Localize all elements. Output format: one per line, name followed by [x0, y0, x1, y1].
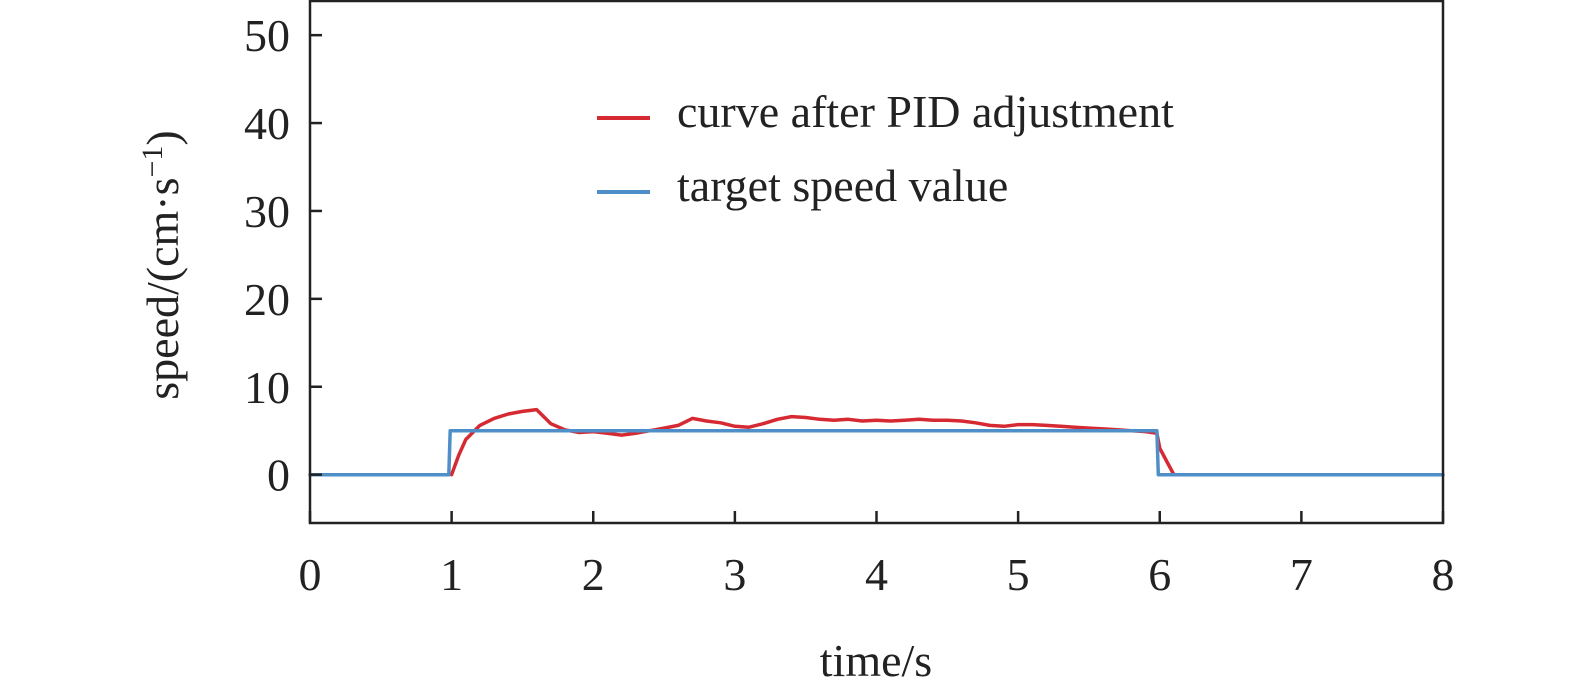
plot-frame	[308, 0, 1445, 525]
y-tick-label: 10	[244, 362, 290, 413]
plot-layer	[308, 407, 1445, 477]
x-tick-label: 6	[1148, 549, 1171, 600]
y-tick-label: 20	[244, 274, 290, 325]
legend-label-target-speed: target speed value	[677, 160, 1008, 211]
x-tick-label: 8	[1432, 549, 1455, 600]
y-tick-label: 40	[244, 98, 290, 149]
y-axis-label-close: )	[137, 130, 188, 145]
x-tick-label: 5	[1007, 549, 1030, 600]
axes-layer: 0 1 2 3 4 5 6 7 8 0 10 20 30 40 50	[244, 0, 1455, 600]
series-line-pid-curve	[449, 407, 1176, 477]
y-axis-label-main: speed/(cm·s	[137, 177, 188, 399]
x-tick-label: 0	[299, 549, 322, 600]
y-axis-label: speed/(cm·s−1)	[136, 130, 188, 400]
y-axis-label-exponent: −1	[136, 146, 169, 178]
x-tick-label: 7	[1290, 549, 1313, 600]
series-line-target-speed	[308, 428, 1445, 477]
y-tick-label: 30	[244, 186, 290, 237]
x-axis-label: time/s	[820, 635, 932, 686]
legend-label-pid-curve: curve after PID adjustment	[677, 86, 1174, 137]
x-tick-label: 1	[440, 549, 463, 600]
y-tick-label: 50	[244, 10, 290, 61]
y-tick-label: 0	[267, 450, 290, 501]
x-tick-label: 4	[865, 549, 888, 600]
x-tick-label: 2	[582, 549, 605, 600]
legend: curve after PID adjustment target speed v…	[597, 86, 1174, 211]
x-tick-label: 3	[723, 549, 746, 600]
